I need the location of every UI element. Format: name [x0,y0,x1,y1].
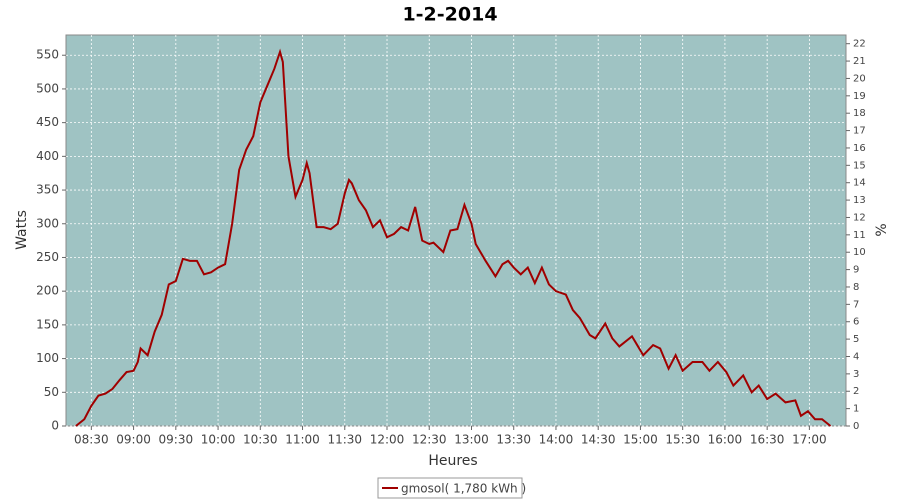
y-tick-label: 100 [36,351,59,365]
x-tick-label: 13:00 [454,433,489,447]
y2-tick-label: 22 [853,39,866,50]
y2-tick-label: 6 [853,317,859,328]
y-tick-label: 350 [36,183,59,197]
x-tick-label: 11:30 [327,433,362,447]
y2-tick-label: 2 [853,386,859,397]
y2-tick-label: 5 [853,334,859,345]
y2-tick-label: 7 [853,299,859,310]
x-tick-label: 14:30 [581,433,616,447]
chart-title: 1-2-2014 [402,4,497,26]
y-tick-label: 450 [36,115,59,129]
y2-tick-label: 11 [853,230,866,241]
y2-tick-label: 13 [853,195,866,206]
y-axis-label: Watts [14,210,30,250]
x-tick-label: 10:30 [243,433,278,447]
y-tick-label: 550 [36,48,59,62]
y-tick-label: 250 [36,250,59,264]
x-tick-label: 12:30 [412,433,447,447]
y-tick-label: 50 [44,385,59,399]
legend-label: gmosol( 1,780 kWh ) [401,482,526,496]
y2-tick-label: 21 [853,56,866,67]
y2-tick-label: 12 [853,212,866,223]
y2-tick-label: 15 [853,160,866,171]
legend [377,477,523,499]
x-tick-label: 10:00 [201,433,236,447]
y2-tick-label: 4 [853,351,859,362]
y2-tick-label: 1 [853,404,859,415]
y-tick-label: 300 [36,216,59,230]
y2-tick-label: 14 [853,178,866,189]
x-tick-label: 09:30 [159,433,194,447]
y2-tick-label: 17 [853,126,866,137]
x-tick-label: 15:00 [623,433,658,447]
y2-tick-label: 0 [853,421,859,432]
x-tick-label: 13:30 [496,433,531,447]
y-tick-label: 200 [36,284,59,298]
x-tick-label: 15:30 [665,433,700,447]
y2-tick-label: 8 [853,282,859,293]
y2-tick-label: 18 [853,108,866,119]
y2-tick-label: 19 [853,91,866,102]
y-tick-label: 150 [36,317,59,331]
y-tick-label: 0 [51,419,59,433]
y2-tick-label: 3 [853,369,859,380]
y-tick-label: 500 [36,81,59,95]
x-tick-label: 11:00 [285,433,320,447]
x-tick-label: 16:00 [708,433,743,447]
x-axis-label: Heures [428,453,477,469]
y2-tick-label: 9 [853,265,859,276]
y2-tick-label: 20 [853,73,866,84]
y2-tick-label: 10 [853,247,866,258]
x-tick-label: 16:30 [750,433,785,447]
plot-area [65,34,847,427]
x-tick-label: 09:00 [116,433,151,447]
y2-tick-label: 16 [853,143,866,154]
y-tick-label: 400 [36,149,59,163]
x-tick-label: 17:00 [792,433,827,447]
x-tick-label: 08:30 [74,433,109,447]
y2-axis-label: % [874,223,890,236]
data-line [75,48,832,427]
x-tick-label: 14:00 [539,433,574,447]
x-tick-label: 12:00 [370,433,405,447]
